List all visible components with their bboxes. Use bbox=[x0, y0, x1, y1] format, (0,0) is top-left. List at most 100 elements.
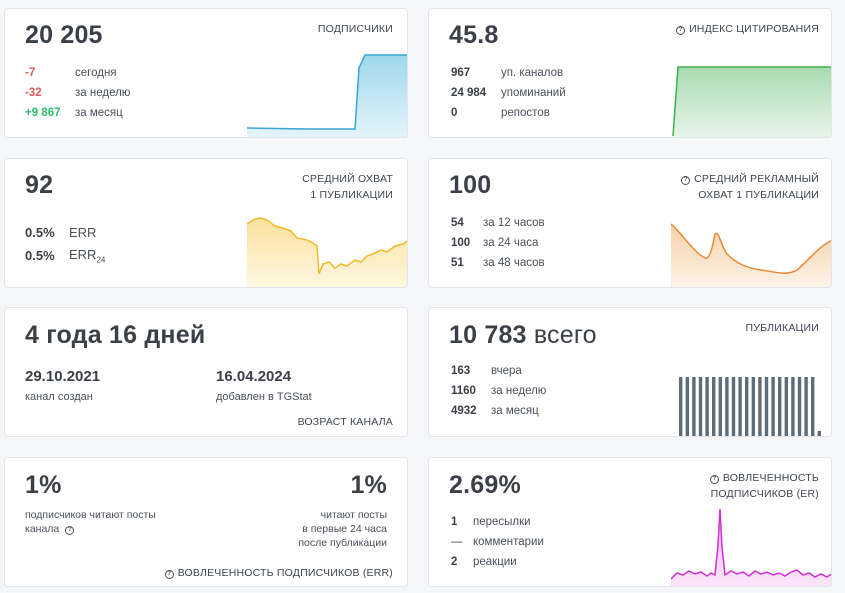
er-label-line2: ПОДПИСЧИКОВ (ER) bbox=[710, 488, 819, 500]
subscribers-week-label: за неделю bbox=[75, 87, 131, 99]
publications-bar bbox=[731, 377, 736, 436]
publications-yesterday-label: вчера bbox=[491, 365, 522, 377]
publications-total-value: 10 783 bbox=[449, 321, 527, 349]
subscribers-today-row: -7 сегодня bbox=[25, 67, 117, 79]
ad-reach-12h-label: за 12 часов bbox=[483, 217, 545, 229]
err-left-text: подписчиков читают посты канала ? bbox=[25, 508, 156, 536]
publications-bar bbox=[685, 377, 689, 436]
err-card: 1% подписчиков читают посты канала ? 1% … bbox=[4, 457, 408, 587]
info-icon[interactable]: ? bbox=[709, 475, 719, 484]
publications-month-value: 4932 bbox=[451, 405, 477, 417]
subscribers-month-label: за месяц bbox=[75, 107, 123, 119]
citation-label: ? ИНДЕКС ЦИТИРОВАНИЯ bbox=[676, 21, 819, 37]
publications-bar bbox=[698, 377, 703, 436]
channel-age-card: 4 года 16 дней 29.10.2021 канал создан 1… bbox=[4, 307, 408, 437]
publications-label: ПУБЛИКАЦИИ bbox=[745, 322, 819, 334]
er-label-line1-text: ВОВЛЕЧЕННОСТЬ bbox=[722, 472, 819, 484]
er-comments-row: — комментарии bbox=[451, 536, 544, 548]
er-reactions-label: реакции bbox=[473, 556, 517, 568]
ad-reach-24h-value: 100 bbox=[451, 237, 471, 249]
info-icon[interactable]: ? bbox=[676, 26, 686, 35]
reach-value: 92 bbox=[25, 171, 54, 199]
citation-card: 45.8 ? ИНДЕКС ЦИТИРОВАНИЯ 967 уп. каналов… bbox=[428, 8, 832, 138]
publications-bar bbox=[804, 377, 808, 436]
er-card: 2.69% ? ВОВЛЕЧЕННОСТЬ ПОДПИСЧИКОВ (ER) 1 … bbox=[428, 457, 832, 587]
publications-bar bbox=[791, 377, 795, 436]
info-icon[interactable]: ? bbox=[164, 570, 174, 579]
publications-bar bbox=[679, 377, 683, 436]
reach-err-label: ERR bbox=[69, 225, 97, 240]
publications-bar bbox=[692, 377, 696, 436]
channel-age-label: ВОЗРАСТ КАНАЛА bbox=[297, 416, 393, 428]
publications-bar bbox=[811, 377, 815, 436]
ad-reach-48h-row: 51 за 48 часов bbox=[451, 257, 545, 269]
er-label-line1: ? ВОВЛЕЧЕННОСТЬ bbox=[709, 470, 819, 486]
citation-index-value: 45.8 bbox=[449, 21, 499, 49]
citation-reposts-label: репостов bbox=[501, 107, 550, 119]
reach-err-value: 0.5% bbox=[25, 225, 55, 240]
err-left-value: 1% bbox=[25, 471, 62, 499]
publications-bar bbox=[745, 377, 749, 436]
subscribers-today-value: -7 bbox=[25, 67, 36, 79]
reach-err24-row: 0.5% ERR24 bbox=[25, 247, 105, 265]
subscribers-month-value: +9 867 bbox=[25, 107, 61, 119]
reach-err24-sub: 24 bbox=[96, 255, 106, 265]
err-right-text: читают посты в первые 24 часа после публ… bbox=[298, 508, 387, 550]
ad-reach-24h-label: за 24 часа bbox=[483, 237, 539, 249]
citation-channels-label: уп. каналов bbox=[501, 67, 564, 79]
citation-reposts-value: 0 bbox=[451, 107, 458, 119]
citation-mentions-row: 24 984 упоминаний bbox=[451, 87, 566, 99]
ad-reach-value: 100 bbox=[449, 171, 492, 199]
er-comments-value: — bbox=[451, 536, 463, 548]
channel-age-value: 4 года 16 дней bbox=[25, 321, 206, 349]
ad-reach-12h-row: 54 за 12 часов bbox=[451, 217, 545, 229]
info-icon[interactable]: ? bbox=[681, 176, 691, 185]
er-forwards-label: пересылки bbox=[473, 516, 531, 528]
reach-card: 92 СРЕДНИЙ ОХВАТ 1 ПУБЛИКАЦИИ 0.5% ERR 0… bbox=[4, 158, 408, 288]
reach-err24-label: ERR24 bbox=[69, 247, 105, 265]
info-icon[interactable]: ? bbox=[65, 526, 75, 535]
subscribers-week-value: -32 bbox=[25, 87, 42, 99]
publications-bar bbox=[751, 377, 755, 436]
er-value: 2.69% bbox=[449, 471, 521, 499]
ad-reach-card: 100 ? СРЕДНИЙ РЕКЛАМНЫЙ ОХВАТ 1 ПУБЛИКАЦИ… bbox=[428, 158, 832, 288]
publications-bar bbox=[771, 377, 775, 436]
er-comments-label: комментарии bbox=[473, 536, 544, 548]
reach-err24-value: 0.5% bbox=[25, 248, 55, 264]
subscribers-month-row: +9 867 за месяц bbox=[25, 107, 123, 119]
publications-bar bbox=[778, 377, 782, 436]
reach-sparkline bbox=[247, 217, 407, 287]
publications-bar bbox=[725, 377, 729, 436]
citation-reposts-row: 0 репостов bbox=[451, 107, 550, 119]
ad-reach-48h-label: за 48 часов bbox=[483, 257, 545, 269]
reach-err24-text: ERR bbox=[69, 247, 97, 262]
publications-yesterday-value: 163 bbox=[451, 365, 471, 377]
err-left-text-line1: подписчиков читают посты bbox=[25, 509, 156, 521]
publications-bar bbox=[797, 377, 802, 436]
er-reactions-value: 2 bbox=[451, 556, 458, 568]
publications-bar bbox=[764, 377, 769, 436]
citation-mentions-label: упоминаний bbox=[501, 87, 566, 99]
publications-bar bbox=[738, 377, 742, 436]
subscribers-week-row: -32 за неделю bbox=[25, 87, 130, 99]
reach-label-line1: СРЕДНИЙ ОХВАТ bbox=[302, 173, 393, 185]
err-right-text-line2: в первые 24 часа bbox=[302, 523, 387, 535]
ad-reach-24h-row: 100 за 24 часа bbox=[451, 237, 538, 249]
publications-yesterday-row: 163 вчера bbox=[451, 365, 522, 377]
publications-card: 10 783 всего ПУБЛИКАЦИИ 163 вчера 1160 з… bbox=[428, 307, 832, 437]
reach-label: СРЕДНИЙ ОХВАТ 1 ПУБЛИКАЦИИ bbox=[302, 171, 393, 203]
ad-reach-12h-value: 54 bbox=[451, 217, 464, 229]
publications-total-suffix: всего bbox=[533, 321, 597, 349]
publications-bar-chart bbox=[679, 377, 821, 436]
ad-reach-label-line1: ? СРЕДНИЙ РЕКЛАМНЫЙ bbox=[681, 171, 819, 187]
citation-channels-value: 967 bbox=[451, 67, 471, 79]
ad-reach-sparkline bbox=[671, 223, 831, 287]
subscribers-today-label: сегодня bbox=[75, 67, 117, 79]
er-label: ? ВОВЛЕЧЕННОСТЬ ПОДПИСЧИКОВ (ER) bbox=[709, 470, 819, 502]
er-sparkline bbox=[671, 508, 831, 586]
err-right-text-line1: читают посты bbox=[320, 509, 387, 521]
err-left-text-line2: канала ? bbox=[25, 522, 156, 536]
err-label-text: ВОВЛЕЧЕННОСТЬ ПОДПИСЧИКОВ (ERR) bbox=[177, 567, 393, 579]
subscribers-label: ПОДПИСЧИКИ bbox=[317, 23, 393, 35]
channel-created-label: канал создан bbox=[25, 391, 93, 403]
